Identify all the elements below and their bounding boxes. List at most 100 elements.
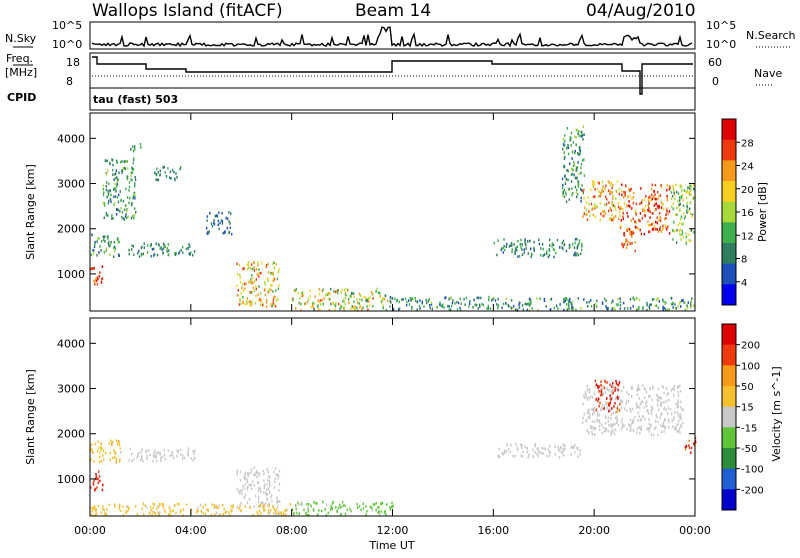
power-cell xyxy=(566,298,568,302)
power-cell xyxy=(334,290,337,294)
power-cell xyxy=(246,300,248,303)
power-cell xyxy=(125,159,127,163)
power-cell xyxy=(128,185,131,189)
power-cell xyxy=(566,308,568,312)
velocity-cell xyxy=(90,448,92,451)
power-cell xyxy=(318,288,321,291)
velocity-cell xyxy=(115,457,117,461)
velocity-cell xyxy=(248,498,251,501)
velocity-cell xyxy=(663,425,665,428)
velocity-cell xyxy=(674,411,676,414)
velocity-cell xyxy=(527,456,529,459)
power-cell xyxy=(264,288,266,291)
power-cell xyxy=(301,291,304,294)
power-cell xyxy=(138,255,141,258)
power-cell xyxy=(664,217,666,221)
velocity-cell xyxy=(327,511,329,515)
velocity-cell xyxy=(236,472,238,476)
power-cell xyxy=(448,308,450,312)
velocity-cell xyxy=(666,393,668,396)
velocity-cell xyxy=(615,382,618,385)
power-cell xyxy=(577,132,579,135)
power-cell xyxy=(600,191,602,195)
power-cell xyxy=(251,300,253,303)
velocity-cell xyxy=(546,455,548,458)
power-cell xyxy=(178,250,181,254)
velocity-cell xyxy=(187,450,189,453)
velocity-cell xyxy=(631,395,633,398)
velocity-cell xyxy=(617,383,619,387)
power-cell xyxy=(571,187,573,190)
power-cell xyxy=(140,246,143,250)
velocity-cell xyxy=(384,509,386,513)
velocity-cell xyxy=(501,451,503,455)
power-cell xyxy=(570,302,572,305)
velocity-cell xyxy=(289,503,291,506)
velocity-cell xyxy=(660,397,662,400)
power-cell xyxy=(366,299,368,303)
power-cell xyxy=(146,251,149,254)
power-cell xyxy=(209,212,211,215)
velocity-cell xyxy=(102,483,104,487)
power-cell xyxy=(349,295,352,298)
power-cell xyxy=(666,188,668,192)
power-cell xyxy=(429,306,431,310)
velocity-cell xyxy=(276,499,278,502)
velocity-cell xyxy=(592,413,594,416)
power-cell xyxy=(679,300,682,304)
velocity-cell xyxy=(507,448,510,451)
power-cell xyxy=(272,298,275,301)
power-cell xyxy=(322,302,324,306)
power-cell xyxy=(318,292,321,296)
velocity-cell xyxy=(275,473,277,476)
velocity-cell xyxy=(510,443,512,447)
freq-label: Freq. xyxy=(6,52,33,65)
velocity-cell xyxy=(638,387,641,391)
velocity-cell xyxy=(241,492,243,496)
power-cell xyxy=(611,213,613,217)
power-cell xyxy=(663,207,665,211)
power-cell xyxy=(648,207,650,210)
power-cell xyxy=(517,255,519,258)
power-cell xyxy=(564,182,567,185)
power-cell xyxy=(568,307,570,310)
power-cell xyxy=(168,249,170,252)
power-cell xyxy=(248,300,250,303)
velocity-cell xyxy=(269,511,271,514)
velocity-cell xyxy=(103,508,105,512)
velocity-cell xyxy=(604,379,606,383)
power-cell xyxy=(272,290,274,293)
power-cell xyxy=(611,218,614,222)
power-cell xyxy=(643,210,646,214)
power-cell xyxy=(411,307,413,310)
power-cell xyxy=(419,299,421,302)
power-cell xyxy=(654,197,656,201)
power-cell xyxy=(570,144,572,147)
power-cell xyxy=(166,247,168,250)
velocity-cell xyxy=(295,504,297,507)
velocity-cell xyxy=(543,447,545,450)
power-cell xyxy=(389,296,392,299)
power-cell xyxy=(501,306,503,310)
power-cell xyxy=(572,308,574,312)
power-cell xyxy=(487,304,489,308)
power-cell xyxy=(515,308,518,311)
power-cell xyxy=(113,245,116,249)
power-cell xyxy=(674,229,676,233)
velocity-cell xyxy=(106,508,108,511)
power-cell xyxy=(310,305,312,309)
velocity-cell xyxy=(225,510,227,513)
velocity-cell xyxy=(263,483,266,486)
power-cell xyxy=(548,248,550,251)
power-cell xyxy=(626,228,628,232)
power-cell xyxy=(579,149,581,152)
power-cell xyxy=(604,212,607,215)
power-cell xyxy=(139,142,142,146)
power-cell xyxy=(619,226,622,229)
power-cell xyxy=(576,188,578,192)
velocity-cell xyxy=(559,449,561,452)
power-cell xyxy=(206,215,209,218)
velocity-cell xyxy=(587,397,589,400)
power-cell xyxy=(156,178,159,181)
